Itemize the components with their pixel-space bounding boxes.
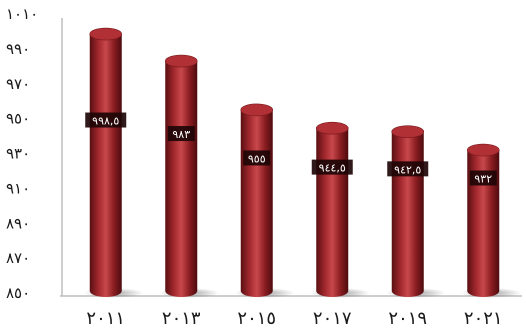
y-tick-label: ٨٩٠ bbox=[6, 214, 30, 232]
x-tick-label: ٢٠١٩ bbox=[388, 308, 427, 329]
x-tick-label: ٢٠١١ bbox=[86, 308, 125, 329]
y-tick-label: ٩١٠ bbox=[6, 179, 30, 197]
y-tick-label: ٩٧٠ bbox=[6, 75, 30, 93]
data-label: ٩٩٨,٥ bbox=[92, 115, 119, 128]
y-tick-label: ١٠١٠ bbox=[6, 5, 38, 23]
bar-body bbox=[391, 131, 424, 297]
bar-body bbox=[89, 34, 122, 297]
x-tick-label: ٢٠٢١ bbox=[464, 308, 503, 329]
data-label-box bbox=[243, 150, 271, 166]
bar-top bbox=[315, 121, 349, 135]
bars: ٩٩٨,٥ ٩٨٣ ٩٥٥ ٩٤٤,٥ ٩٤٢,٥ ٩٣٢ bbox=[83, 27, 522, 298]
y-tick-label: ٨٧٠ bbox=[6, 249, 30, 267]
data-label: ٩٤٤,٥ bbox=[319, 162, 346, 175]
y-tick-label: ٨٥٠ bbox=[6, 284, 30, 302]
x-tick-labels: ٢٠١١ ٢٠١٣ ٢٠١٥ ٢٠١٧ ٢٠١٩ ٢٠٢١ bbox=[86, 308, 502, 329]
x-tick-label: ٢٠١٧ bbox=[313, 308, 352, 329]
bar-body bbox=[165, 61, 198, 297]
data-label: ٩٥٥ bbox=[248, 152, 266, 165]
bar-top bbox=[466, 143, 500, 157]
bar-body bbox=[240, 109, 273, 297]
bar-top bbox=[240, 103, 274, 117]
data-label-box bbox=[469, 170, 497, 186]
y-tick-label: ٩٩٠ bbox=[6, 40, 30, 58]
data-label: ٩٨٣ bbox=[172, 128, 190, 141]
data-label-box bbox=[311, 159, 353, 175]
bar-top bbox=[164, 54, 198, 68]
x-tick-label: ٢٠١٣ bbox=[162, 308, 201, 329]
bar-2: ٩٥٥ bbox=[234, 103, 295, 298]
y-tick-labels: ٨٥٠ ٨٧٠ ٨٩٠ ٩١٠ ٩٣٠ ٩٥٠ ٩٧٠ ٩٩٠ ١٠١٠ bbox=[6, 5, 38, 302]
data-label: ٩٣٢ bbox=[474, 173, 492, 186]
data-label-box bbox=[167, 126, 195, 142]
bar-body bbox=[316, 128, 349, 297]
bar-5: ٩٣٢ bbox=[461, 143, 522, 298]
x-tick-label: ٢٠١٥ bbox=[237, 308, 276, 329]
bar-top bbox=[89, 27, 123, 41]
data-label-box bbox=[85, 112, 127, 128]
bar-4: ٩٤٢,٥ bbox=[385, 125, 446, 298]
data-label-box bbox=[387, 161, 429, 177]
axes bbox=[60, 18, 522, 297]
y-tick-label: ٩٥٠ bbox=[6, 110, 30, 128]
bar-3: ٩٤٤,٥ bbox=[310, 121, 371, 298]
bar-1: ٩٨٣ bbox=[159, 54, 220, 298]
y-tick-label: ٩٣٠ bbox=[6, 145, 30, 163]
data-label: ٩٤٢,٥ bbox=[394, 163, 421, 176]
bar-0: ٩٩٨,٥ bbox=[83, 27, 144, 298]
bar-body bbox=[467, 150, 500, 297]
bar-top bbox=[391, 125, 425, 139]
